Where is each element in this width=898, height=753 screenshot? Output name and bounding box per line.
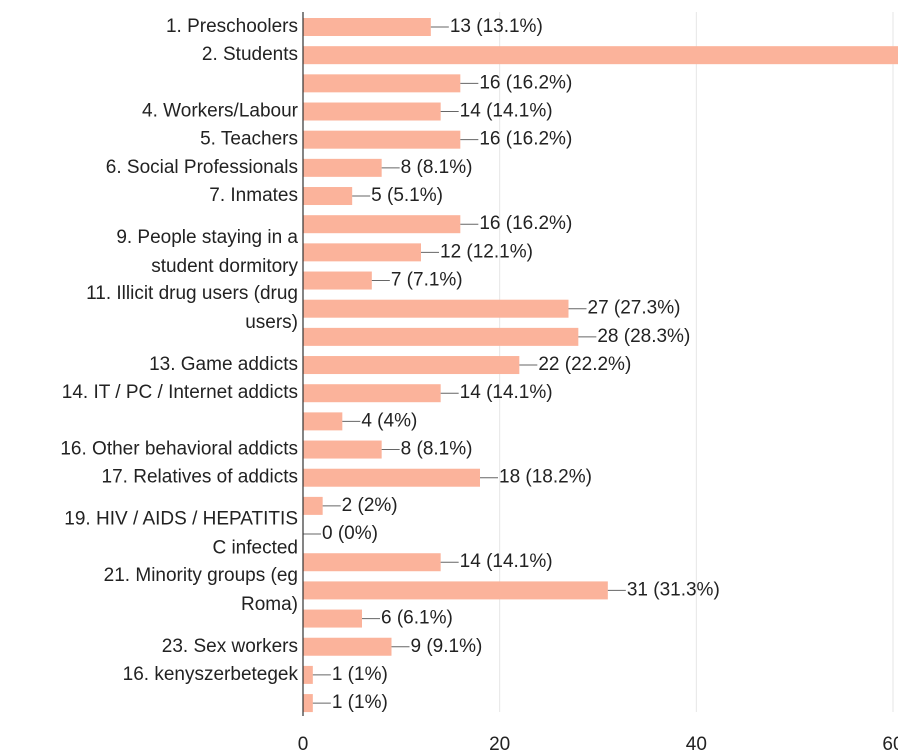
y-tick-label: 5. Teachers xyxy=(200,129,298,150)
y-tick-label: 6. Social Professionals xyxy=(106,157,298,178)
x-tick-label: 60 xyxy=(882,734,898,753)
value-label: 28 (28.3%) xyxy=(597,326,690,347)
bar xyxy=(303,18,431,36)
bar xyxy=(303,553,441,572)
value-label: 14 (14.1%) xyxy=(460,101,553,122)
y-tick-label: 11. Illicit drug users (drug users) xyxy=(86,283,298,333)
bar xyxy=(303,694,313,713)
value-label: 14 (14.1%) xyxy=(460,551,553,572)
bar xyxy=(303,440,382,459)
bar xyxy=(303,102,441,121)
value-label: 22 (22.2%) xyxy=(538,354,631,375)
bar xyxy=(303,637,392,656)
bar xyxy=(303,356,520,375)
value-label: 16 (16.2%) xyxy=(479,72,572,93)
bar xyxy=(303,327,579,346)
bar xyxy=(303,496,323,515)
x-tick-label: 20 xyxy=(489,734,510,753)
y-tick-label: 21. Minority groups (eg Roma) xyxy=(104,565,298,615)
y-tick-label: 17. Relatives of addicts xyxy=(102,467,298,488)
value-label: 12 (12.1%) xyxy=(440,241,533,262)
y-tick-label: 2. Students xyxy=(202,44,298,65)
value-label: 2 (2%) xyxy=(342,495,398,516)
value-label: 8 (8.1%) xyxy=(401,439,473,460)
y-tick-label: 7. Inmates xyxy=(209,185,298,206)
value-label: 18 (18.2%) xyxy=(499,467,592,488)
y-tick-label: 23. Sex workers xyxy=(162,636,298,657)
bar xyxy=(303,187,353,206)
value-label: 1 (1%) xyxy=(332,692,388,713)
bar xyxy=(303,384,441,403)
y-tick-label: 13. Game addicts xyxy=(149,354,298,375)
bar xyxy=(303,271,372,290)
value-label: 7 (7.1%) xyxy=(391,270,463,291)
value-label: 5 (5.1%) xyxy=(371,185,443,206)
y-tick-label: 9. People staying in a student dormitory xyxy=(116,227,298,277)
bar xyxy=(303,158,382,177)
value-label: 16 (16.2%) xyxy=(479,213,572,234)
value-label: 0 (0%) xyxy=(322,523,378,544)
x-tick-label: 40 xyxy=(686,734,707,753)
bar xyxy=(303,46,898,65)
y-tick-label: 16. kenyszerbetegek xyxy=(123,664,299,685)
y-tick-label: 1. Preschoolers xyxy=(166,16,298,37)
y-tick-label: 14. IT / PC / Internet addicts xyxy=(62,382,298,403)
x-tick-label: 0 xyxy=(298,734,309,753)
value-label: 16 (16.2%) xyxy=(479,129,572,150)
bar xyxy=(303,243,421,262)
y-tick-label: 4. Workers/Labour xyxy=(142,101,299,122)
bar xyxy=(303,412,343,431)
bar xyxy=(303,215,461,234)
bar xyxy=(303,581,608,600)
value-label: 31 (31.3%) xyxy=(627,579,720,600)
y-tick-label: 16. Other behavioral addicts xyxy=(60,439,298,460)
value-label: 14 (14.1%) xyxy=(460,382,553,403)
bar xyxy=(303,299,569,318)
value-label: 27 (27.3%) xyxy=(588,298,681,319)
value-label: 1 (1%) xyxy=(332,664,388,685)
bar xyxy=(303,468,480,487)
value-label: 9 (9.1%) xyxy=(411,636,483,657)
value-label: 6 (6.1%) xyxy=(381,608,453,629)
value-label: 8 (8.1%) xyxy=(401,157,473,178)
bar xyxy=(303,74,461,93)
bar xyxy=(303,665,313,684)
y-tick-label: 19. HIV / AIDS / HEPATITIS C infected xyxy=(64,509,298,559)
bar xyxy=(303,130,461,149)
value-label: 13 (13.1%) xyxy=(450,16,543,37)
bar xyxy=(303,609,362,628)
value-label: 4 (4%) xyxy=(361,410,417,431)
